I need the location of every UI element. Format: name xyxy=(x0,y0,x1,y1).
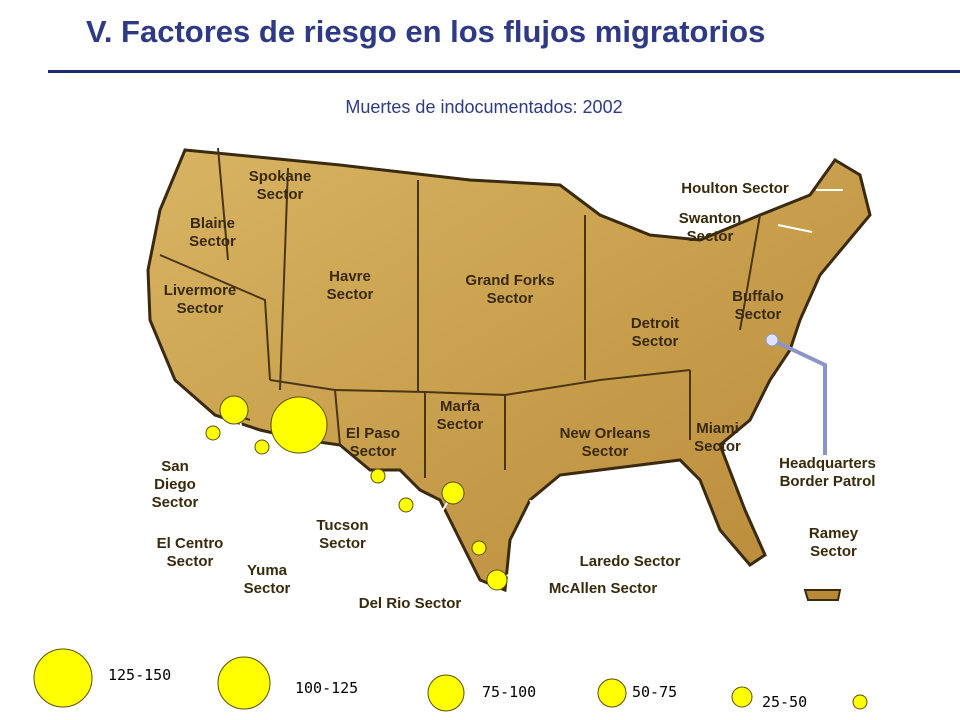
sector-label: Grand Forks Sector xyxy=(465,272,555,307)
sector-label: Blaine Sector xyxy=(189,215,236,250)
sector-label: Tucson Sector xyxy=(316,517,369,552)
marker xyxy=(254,439,270,455)
legend-label: 50-75 xyxy=(632,683,678,701)
sector-label: Marfa Sector xyxy=(436,398,484,433)
leader-lines xyxy=(201,189,843,591)
sector-label: El Centro Sector xyxy=(156,535,224,570)
sector-label: Havre Sector xyxy=(326,268,374,303)
sector-label: Headquarters Border Patrol xyxy=(779,455,876,490)
legend-label: 25-50 xyxy=(762,693,808,711)
sector-label: Miami Sector xyxy=(694,420,741,455)
sector-label: San Diego Sector xyxy=(151,458,199,511)
sector-borders xyxy=(159,147,761,478)
hq-leader xyxy=(771,338,827,455)
sector-label: Houlton Sector xyxy=(681,180,789,197)
legend-label: 75-100 xyxy=(482,683,537,701)
sector-label: Buffalo Sector xyxy=(732,288,784,323)
legend-label: 125-150 xyxy=(108,666,172,684)
sector-label: McAllen Sector xyxy=(548,580,658,597)
legend-symbol xyxy=(731,686,753,708)
legend-symbol xyxy=(597,678,627,708)
marker xyxy=(441,481,465,505)
legend-symbol xyxy=(427,674,465,712)
marker xyxy=(486,569,508,591)
marker xyxy=(205,425,221,441)
title: V. Factores de riesgo en los flujos migr… xyxy=(86,14,766,49)
sector-label: Yuma Sector xyxy=(243,562,291,597)
us-outline xyxy=(146,148,872,593)
sector-label: Ramey Sector xyxy=(808,525,859,560)
sector-label: New Orleans Sector xyxy=(559,425,651,460)
legend-symbol xyxy=(217,656,271,710)
hq-marker xyxy=(765,333,779,347)
legend-symbol xyxy=(852,694,868,710)
legend-symbols xyxy=(33,648,868,712)
puerto-rico xyxy=(803,589,842,601)
title-rule xyxy=(48,70,960,73)
legend-label: 100-125 xyxy=(295,679,359,697)
sector-label: Del Rio Sector xyxy=(358,595,462,612)
marker xyxy=(398,497,414,513)
sector-label: Livermore Sector xyxy=(163,282,237,317)
sector-label: Spokane Sector xyxy=(248,168,312,203)
marker xyxy=(471,540,487,556)
marker xyxy=(219,395,249,425)
sector-label: El Paso Sector xyxy=(345,425,401,460)
marker xyxy=(370,468,386,484)
sector-label: Swanton Sector xyxy=(678,210,742,245)
subtitle: Muertes de indocumentados: 2002 xyxy=(345,97,623,117)
death-markers xyxy=(205,395,508,591)
marker xyxy=(270,396,328,454)
sector-label: Detroit Sector xyxy=(630,315,680,350)
sector-label: Laredo Sector xyxy=(579,553,681,570)
legend-symbol xyxy=(33,648,93,708)
